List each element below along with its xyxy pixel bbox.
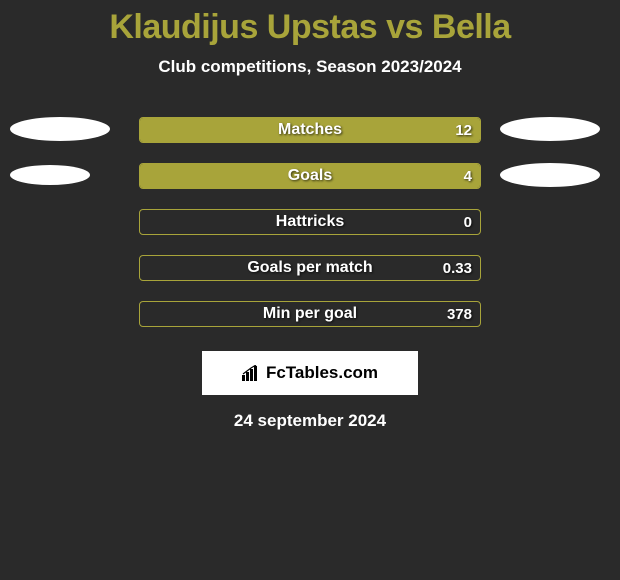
stat-bar: Hattricks 0 (139, 209, 481, 235)
stat-bar: Min per goal 378 (139, 301, 481, 327)
stat-row: Goals per match 0.33 (0, 245, 620, 291)
stat-value: 378 (447, 306, 472, 323)
right-ellipse (500, 163, 600, 187)
stats-container: Matches 12 Goals 4 Hattricks 0 Goals per match… (0, 107, 620, 337)
stat-label: Goals (288, 167, 332, 185)
stat-label: Hattricks (276, 213, 344, 231)
logo-box: FcTables.com (202, 351, 418, 395)
logo-label: FcTables.com (266, 363, 378, 383)
logo-text: FcTables.com (242, 363, 378, 383)
page-title: Klaudijus Upstas vs Bella (0, 0, 620, 47)
stat-value: 0 (464, 214, 472, 231)
stat-value: 0.33 (443, 260, 472, 277)
stat-row: Hattricks 0 (0, 199, 620, 245)
stat-row: Min per goal 378 (0, 291, 620, 337)
stat-row: Goals 4 (0, 153, 620, 199)
chart-icon (242, 365, 262, 381)
stat-label: Min per goal (263, 305, 357, 323)
stat-bar: Matches 12 (139, 117, 481, 143)
right-ellipse (500, 117, 600, 141)
subtitle: Club competitions, Season 2023/2024 (0, 57, 620, 77)
left-ellipse (10, 117, 110, 141)
stat-label: Goals per match (247, 259, 372, 277)
stat-row: Matches 12 (0, 107, 620, 153)
stat-bar: Goals per match 0.33 (139, 255, 481, 281)
stat-value: 12 (455, 122, 472, 139)
stat-label: Matches (278, 121, 342, 139)
stat-bar: Goals 4 (139, 163, 481, 189)
stat-value: 4 (464, 168, 472, 185)
date-text: 24 september 2024 (0, 411, 620, 431)
left-ellipse (10, 165, 90, 185)
